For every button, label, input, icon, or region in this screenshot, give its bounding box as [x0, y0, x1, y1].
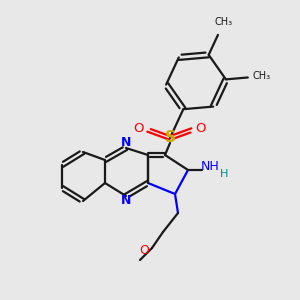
Text: CH₃: CH₃: [253, 71, 271, 81]
Text: S: S: [164, 130, 175, 146]
Text: H: H: [220, 169, 228, 179]
Text: NH: NH: [201, 160, 219, 173]
Text: O: O: [139, 244, 149, 256]
Text: N: N: [121, 194, 131, 208]
Text: N: N: [121, 136, 131, 149]
Text: CH₃: CH₃: [215, 17, 233, 27]
Text: O: O: [134, 122, 144, 134]
Text: O: O: [196, 122, 206, 134]
